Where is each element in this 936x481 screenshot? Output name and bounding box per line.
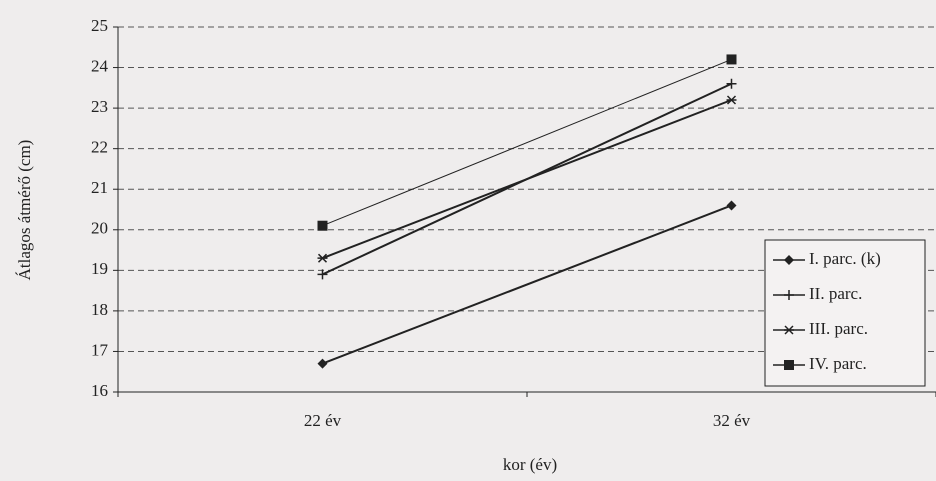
marker — [784, 290, 794, 300]
legend-label: IV. parc. — [809, 354, 867, 373]
y-tick-label: 20 — [91, 219, 108, 238]
legend-label: III. parc. — [809, 319, 868, 338]
y-tick-label: 16 — [91, 381, 108, 400]
marker — [726, 54, 737, 65]
legend-label: I. parc. (k) — [809, 249, 881, 268]
marker — [726, 95, 737, 105]
y-tick-label: 23 — [91, 97, 108, 116]
marker — [317, 269, 328, 280]
y-tick-label: 17 — [91, 340, 109, 359]
x-axis-label: kor (év) — [503, 455, 557, 474]
marker — [726, 200, 737, 211]
x-tick-label: 22 év — [304, 411, 342, 430]
y-axis-label: Átlagos átmérő (cm) — [15, 140, 34, 281]
y-tick-label: 24 — [91, 56, 109, 75]
marker — [726, 78, 737, 89]
legend-label: II. parc. — [809, 284, 862, 303]
series-line — [322, 99, 732, 260]
y-tick-label: 19 — [91, 259, 108, 278]
legend: I. parc. (k) II. parc. III. parc. IV. parc. — [764, 239, 926, 387]
y-tick-label: 25 — [91, 16, 108, 35]
y-tick-label: 22 — [91, 138, 108, 157]
y-tick-label: 18 — [91, 300, 108, 319]
marker — [317, 220, 328, 231]
marker — [784, 360, 794, 370]
series-line — [322, 204, 732, 365]
y-tick-label: 21 — [91, 178, 108, 197]
marker — [784, 325, 794, 335]
marker — [317, 358, 328, 369]
series-line — [322, 58, 732, 227]
x-tick-label: 32 év — [713, 411, 751, 430]
marker — [317, 253, 328, 263]
marker — [784, 255, 794, 265]
